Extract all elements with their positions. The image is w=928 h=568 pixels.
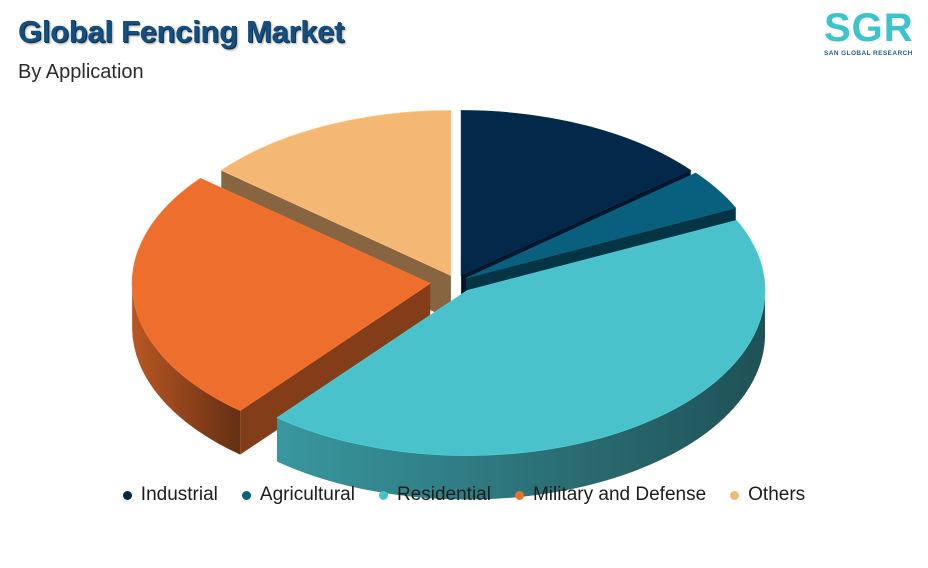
- chart-title: Global Fencing Market: [18, 14, 345, 49]
- slice-residential: [276, 219, 766, 456]
- legend-label-residential: Residential: [396, 484, 491, 505]
- legend-item-military-and-defense: Military and Defense: [514, 484, 707, 506]
- legend-item-others: Others: [730, 484, 805, 506]
- legend-swatch-others: [730, 490, 740, 500]
- legend-label-others: Others: [748, 484, 806, 505]
- slice-wall-residential: [277, 290, 766, 500]
- slice-agricultural: [466, 172, 737, 279]
- chart-subtitle: By Application: [18, 61, 144, 83]
- pie-top-faces: [131, 110, 766, 456]
- logo-tagline: SAN GLOBAL RESEARCH: [824, 50, 913, 57]
- chart-legend: Industrial Agricultural Residential Militar…: [0, 484, 928, 506]
- legend-label-agricultural: Agricultural: [259, 484, 355, 505]
- logo-mark: SGR: [824, 6, 914, 50]
- legend-label-industrial: Industrial: [140, 484, 218, 505]
- slice-wall-military-and-defense: [132, 283, 241, 455]
- legend-item-industrial: Industrial: [122, 484, 218, 506]
- legend-label-military-and-defense: Military and Defense: [532, 484, 707, 505]
- legend-swatch-residential: [378, 490, 388, 500]
- slice-others: [220, 110, 452, 276]
- slice-industrial: [460, 110, 692, 276]
- sgr-logo: SGR SAN GLOBAL RESEARCH: [818, 6, 922, 58]
- legend-item-agricultural: Agricultural: [241, 484, 355, 506]
- legend-item-residential: Residential: [378, 484, 491, 506]
- slice-military-and-defense: [131, 177, 431, 411]
- legend-swatch-industrial: [122, 490, 132, 500]
- legend-swatch-agricultural: [241, 490, 251, 500]
- legend-swatch-military-and-defense: [514, 490, 524, 500]
